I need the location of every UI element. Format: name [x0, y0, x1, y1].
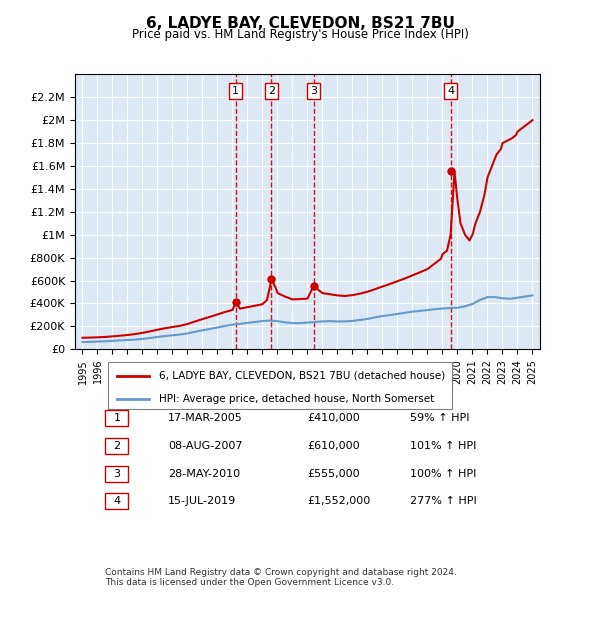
- Text: 08-AUG-2007: 08-AUG-2007: [168, 441, 242, 451]
- Text: 2: 2: [268, 86, 275, 96]
- Text: 17-MAR-2005: 17-MAR-2005: [168, 414, 243, 423]
- Text: £410,000: £410,000: [308, 414, 360, 423]
- FancyBboxPatch shape: [105, 466, 128, 482]
- Text: 100% ↑ HPI: 100% ↑ HPI: [410, 469, 476, 479]
- Text: 15-JUL-2019: 15-JUL-2019: [168, 497, 236, 507]
- Text: 101% ↑ HPI: 101% ↑ HPI: [410, 441, 476, 451]
- Text: 1: 1: [113, 414, 121, 423]
- FancyBboxPatch shape: [107, 362, 452, 409]
- Text: 277% ↑ HPI: 277% ↑ HPI: [410, 497, 476, 507]
- Text: £555,000: £555,000: [308, 469, 360, 479]
- Text: HPI: Average price, detached house, North Somerset: HPI: Average price, detached house, Nort…: [158, 394, 434, 404]
- Text: Contains HM Land Registry data © Crown copyright and database right 2024.
This d: Contains HM Land Registry data © Crown c…: [105, 568, 457, 587]
- Text: Price paid vs. HM Land Registry's House Price Index (HPI): Price paid vs. HM Land Registry's House …: [131, 28, 469, 41]
- Text: 28-MAY-2010: 28-MAY-2010: [168, 469, 240, 479]
- Text: 2: 2: [113, 441, 121, 451]
- Text: 3: 3: [310, 86, 317, 96]
- FancyBboxPatch shape: [105, 494, 128, 509]
- Text: 4: 4: [447, 86, 454, 96]
- Text: 3: 3: [113, 469, 121, 479]
- Text: 6, LADYE BAY, CLEVEDON, BS21 7BU (detached house): 6, LADYE BAY, CLEVEDON, BS21 7BU (detach…: [158, 371, 445, 381]
- Text: £610,000: £610,000: [308, 441, 360, 451]
- Text: 1: 1: [232, 86, 239, 96]
- FancyBboxPatch shape: [105, 410, 128, 426]
- FancyBboxPatch shape: [105, 438, 128, 454]
- Text: 4: 4: [113, 497, 121, 507]
- Text: £1,552,000: £1,552,000: [308, 497, 371, 507]
- Text: 6, LADYE BAY, CLEVEDON, BS21 7BU: 6, LADYE BAY, CLEVEDON, BS21 7BU: [146, 16, 454, 30]
- Text: 59% ↑ HPI: 59% ↑ HPI: [410, 414, 469, 423]
